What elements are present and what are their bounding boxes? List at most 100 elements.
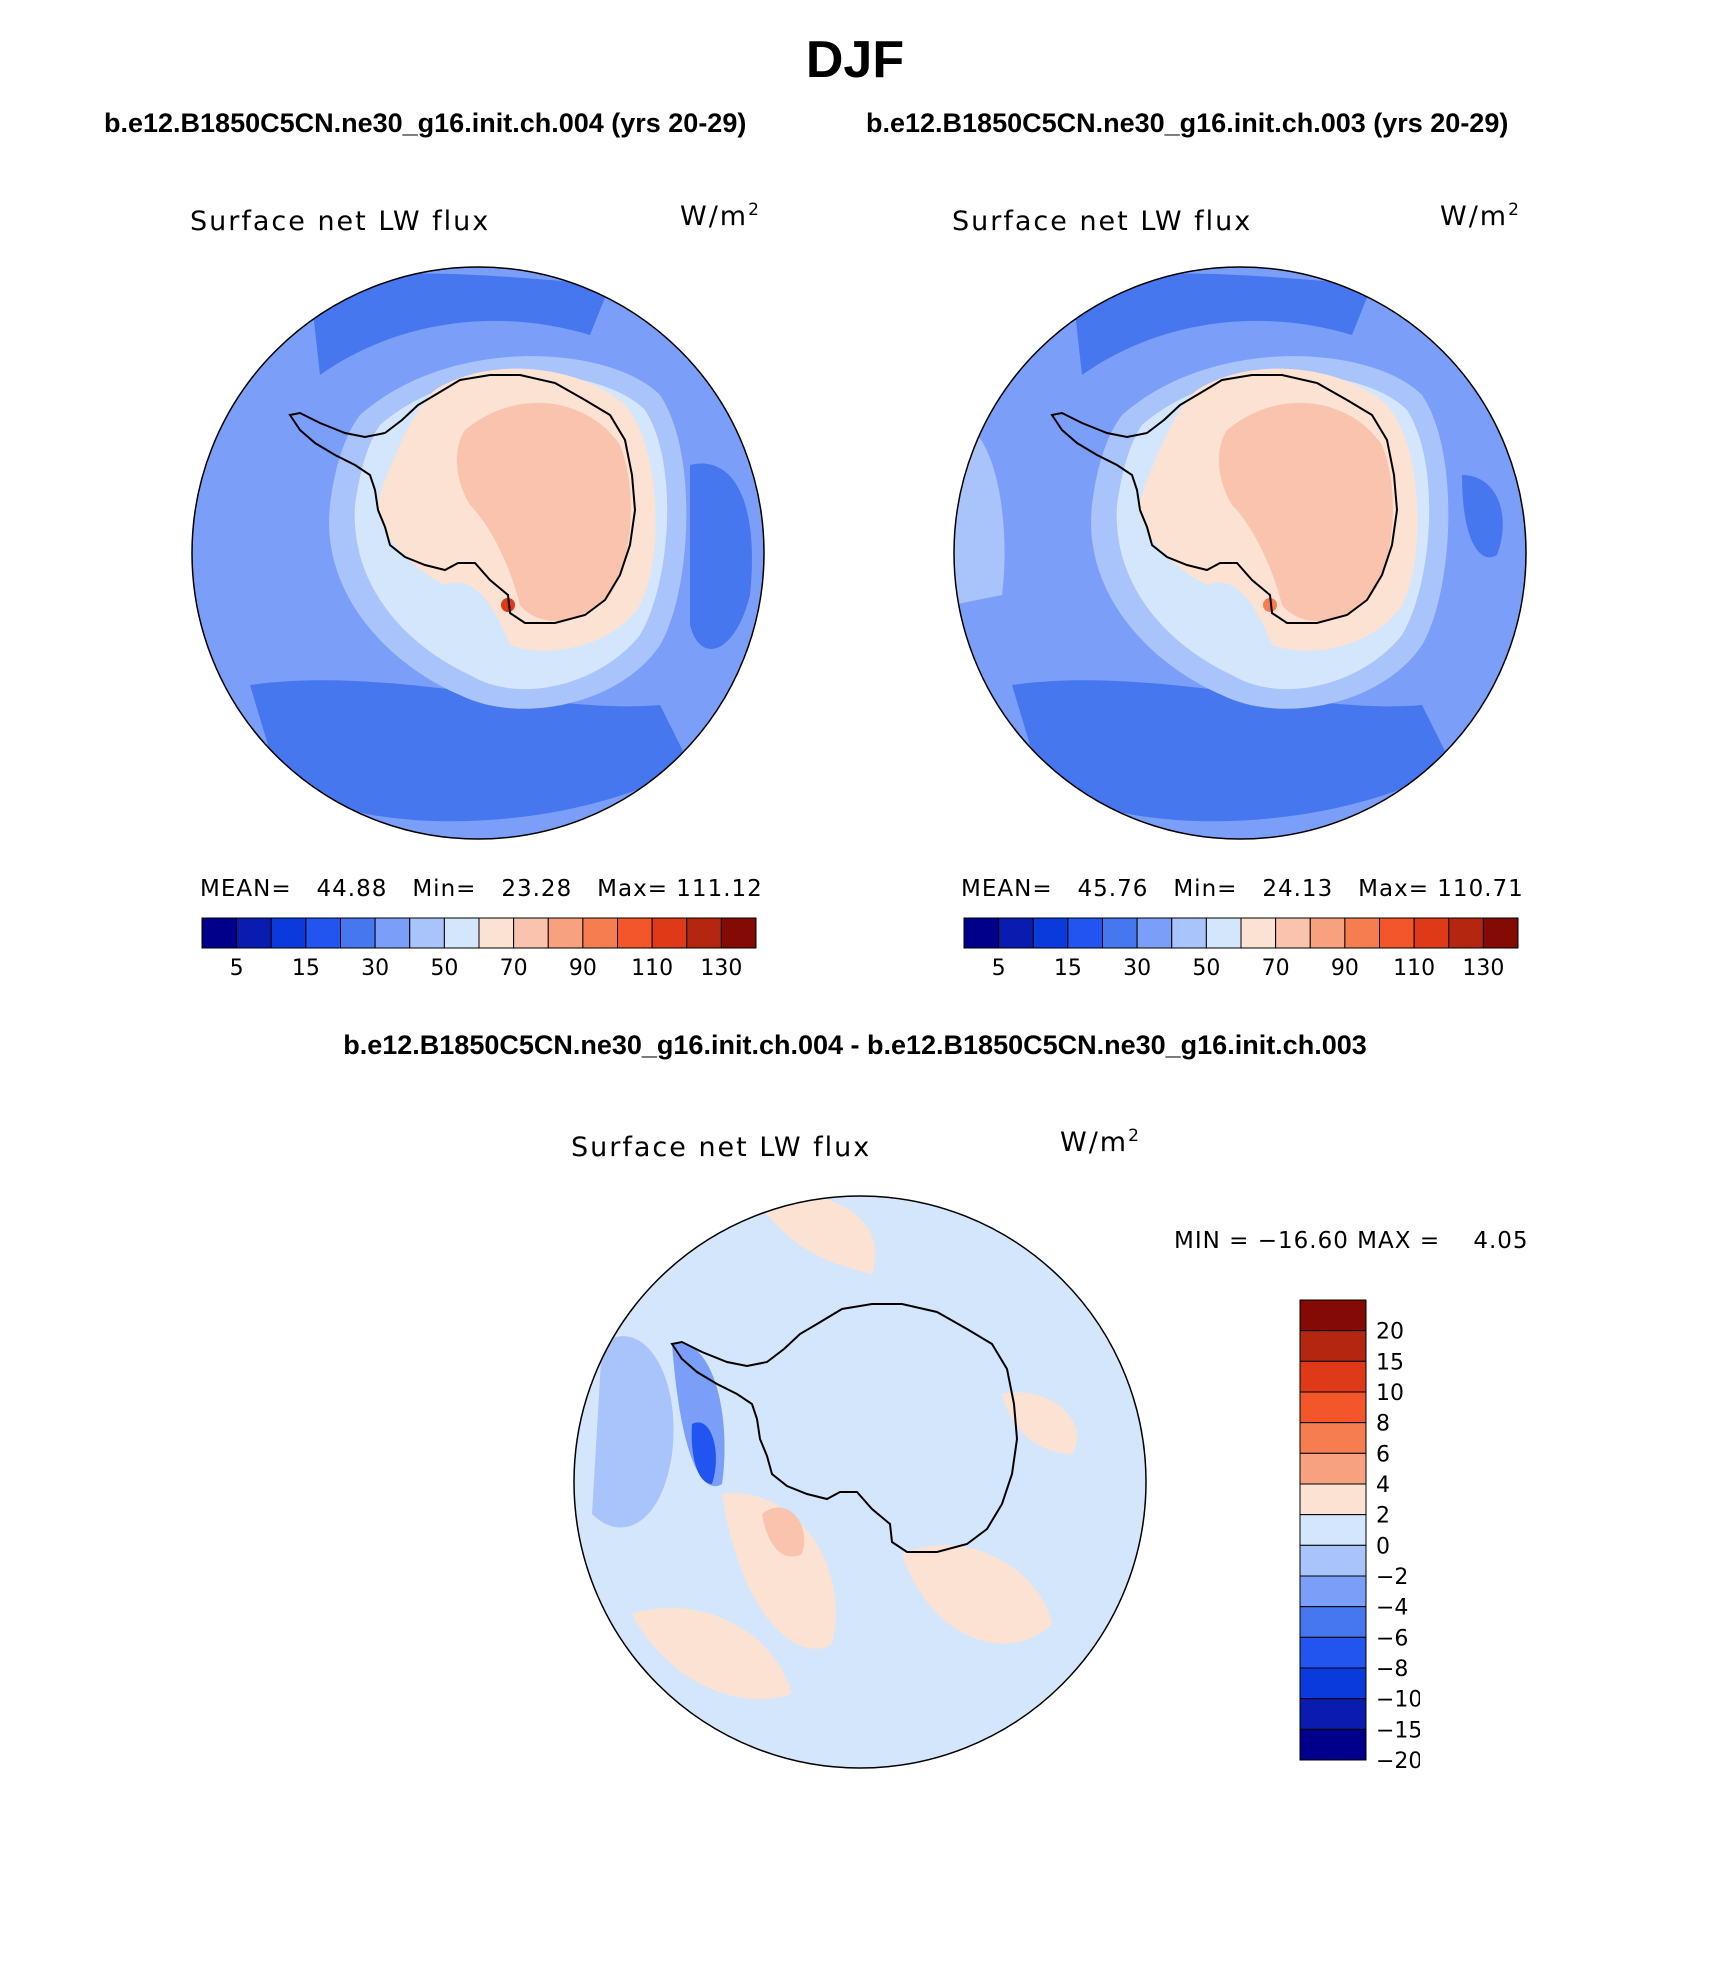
antarctica-coastline bbox=[1050, 374, 1399, 624]
map-boundary bbox=[573, 1195, 1147, 1769]
right-colorbar: 5 15 30 50 70 90 110 130 bbox=[963, 917, 1519, 981]
colorbar-swatch bbox=[1299, 1544, 1367, 1577]
colorbar-swatch bbox=[1032, 917, 1069, 949]
ocean-band bbox=[1072, 273, 1372, 375]
colorbar-tick-label: 4 bbox=[1376, 1473, 1390, 1498]
colorbar-swatch bbox=[409, 917, 445, 949]
colorbar-swatch bbox=[963, 917, 1000, 949]
right-units-label: W/m2 bbox=[1440, 200, 1521, 232]
left-mean-label: MEAN= bbox=[200, 876, 292, 902]
diff-max-value: 4.05 bbox=[1473, 1228, 1529, 1254]
ocean-band bbox=[250, 680, 690, 822]
interior-field bbox=[1218, 402, 1393, 622]
colorbar-tick-label: 15 bbox=[292, 956, 320, 981]
colorbar-swatch bbox=[1299, 1698, 1367, 1730]
colorbar-swatch bbox=[1102, 917, 1138, 949]
colorbar-tick-label: 90 bbox=[569, 956, 597, 981]
interior-field bbox=[456, 402, 631, 622]
left-mean-value: 44.88 bbox=[316, 876, 388, 902]
positive-anomaly bbox=[902, 1544, 1052, 1644]
left-min-label: Min= bbox=[412, 876, 477, 902]
colorbar-swatch bbox=[340, 917, 376, 949]
colorbar-swatch bbox=[270, 917, 307, 949]
colorbar-tick-label: 70 bbox=[1262, 956, 1290, 981]
figure-title: DJF bbox=[805, 31, 905, 89]
colorbar-swatch bbox=[1299, 1422, 1367, 1454]
positive-anomaly bbox=[1002, 1392, 1078, 1454]
left-max-value: 111.12 bbox=[676, 876, 763, 902]
antarctica-coastline bbox=[670, 1303, 1019, 1553]
right-mean-label: MEAN= bbox=[961, 876, 1053, 902]
left-units-exp: 2 bbox=[748, 200, 761, 220]
ocean-band bbox=[1462, 475, 1503, 558]
colorbar-swatch bbox=[1299, 1452, 1367, 1485]
colorbar-tick-label: 70 bbox=[500, 956, 528, 981]
hotspot bbox=[1263, 598, 1277, 612]
colorbar-tick-label: 110 bbox=[631, 956, 673, 981]
colorbar-swatch bbox=[1299, 1299, 1367, 1332]
colorbar-swatch bbox=[998, 917, 1034, 949]
colorbar-swatch bbox=[1299, 1606, 1367, 1638]
diff-title: b.e12.B1850C5CN.ne30_g16.init.ch.004 - b… bbox=[343, 1030, 1367, 1060]
colorbar-swatch bbox=[1379, 917, 1415, 949]
positive-anomaly bbox=[752, 1196, 876, 1274]
colorbar-tick-label: 110 bbox=[1393, 956, 1435, 981]
diff-max-label: MAX = bbox=[1357, 1228, 1441, 1254]
colorbar-swatch bbox=[1299, 1514, 1367, 1546]
colorbar-tick-label: 15 bbox=[1376, 1350, 1404, 1375]
right-case-title: b.e12.B1850C5CN.ne30_g16.init.ch.003 (yr… bbox=[866, 108, 1509, 138]
colorbar-tick-label: −10 bbox=[1376, 1688, 1420, 1713]
colorbar-tick-label: −8 bbox=[1376, 1657, 1408, 1682]
left-units-base: W/m bbox=[680, 201, 749, 232]
left-polar-map bbox=[191, 266, 765, 840]
diff-min-value: −16.60 bbox=[1257, 1228, 1349, 1254]
left-colorbar: 5 15 30 50 70 90 110 130 bbox=[201, 917, 757, 981]
colorbar-swatch bbox=[1299, 1667, 1367, 1700]
colorbar-swatch bbox=[1171, 917, 1207, 949]
ocean-band bbox=[1012, 680, 1452, 822]
right-max-value: 110.71 bbox=[1437, 876, 1524, 902]
hotspot bbox=[501, 598, 515, 612]
right-max-label: Max= bbox=[1358, 876, 1429, 902]
colorbar-swatch bbox=[201, 917, 238, 949]
right-polar-map bbox=[953, 266, 1527, 840]
antarctica-coastline bbox=[288, 374, 637, 624]
colorbar-tick-label: −15 bbox=[1376, 1718, 1420, 1743]
colorbar-tick-label: 10 bbox=[1376, 1381, 1404, 1406]
left-case-title: b.e12.B1850C5CN.ne30_g16.init.ch.004 (yr… bbox=[104, 108, 747, 138]
colorbar-swatch bbox=[1299, 1636, 1367, 1669]
colorbar-tick-label: 5 bbox=[230, 956, 244, 981]
colorbar-swatch bbox=[1299, 1575, 1367, 1608]
colorbar-swatch bbox=[443, 917, 480, 949]
right-min-value: 24.13 bbox=[1262, 876, 1334, 902]
colorbar-swatch bbox=[1413, 917, 1450, 949]
colorbar-tick-label: −2 bbox=[1376, 1565, 1408, 1590]
diff-minmax: MIN = −16.60 MAX = 4.05 bbox=[1174, 1228, 1529, 1254]
colorbar-tick-label: −4 bbox=[1376, 1596, 1408, 1621]
colorbar-tick-label: 90 bbox=[1331, 956, 1359, 981]
colorbar-tick-label: 2 bbox=[1376, 1504, 1390, 1529]
colorbar-tick-label: 130 bbox=[700, 956, 742, 981]
colorbar-swatch bbox=[1482, 917, 1519, 949]
colorbar-swatch bbox=[1299, 1330, 1367, 1362]
map-boundary bbox=[191, 266, 765, 840]
diff-min-label: MIN = bbox=[1174, 1228, 1250, 1254]
colorbar-swatch bbox=[651, 917, 688, 949]
diff-units-exp: 2 bbox=[1128, 1126, 1141, 1146]
left-stats: MEAN= 44.88 Min= 23.28 Max= 111.12 bbox=[200, 876, 763, 902]
colorbar-tick-label: 0 bbox=[1376, 1534, 1390, 1559]
colorbar-swatch bbox=[1299, 1483, 1367, 1516]
negative-anomaly bbox=[592, 1336, 674, 1528]
colorbar-tick-label: −20 bbox=[1376, 1749, 1420, 1770]
left-variable-label: Surface net LW flux bbox=[190, 206, 491, 237]
left-units-label: W/m2 bbox=[680, 200, 761, 232]
negative-anomaly bbox=[691, 1422, 716, 1484]
colorbar-swatch bbox=[236, 917, 272, 949]
colorbar-swatch bbox=[1205, 917, 1242, 949]
colorbar-swatch bbox=[1067, 917, 1103, 949]
colorbar-swatch bbox=[547, 917, 584, 949]
right-units-base: W/m bbox=[1440, 201, 1509, 232]
ocean-band bbox=[310, 273, 610, 375]
colorbar-swatch bbox=[1275, 917, 1311, 949]
